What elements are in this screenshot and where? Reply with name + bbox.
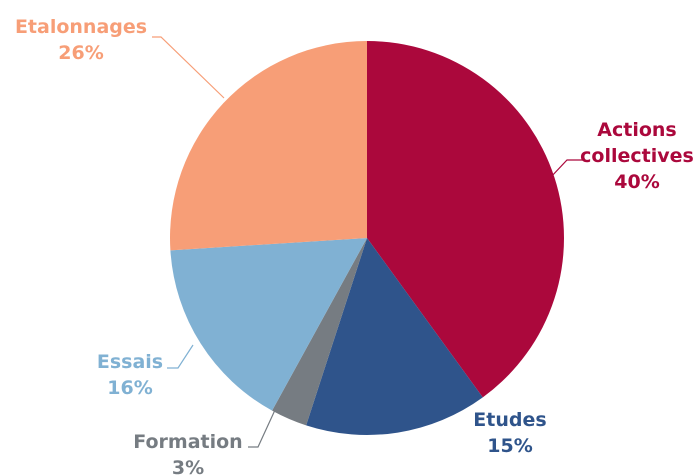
pie-slices — [170, 41, 565, 436]
slice-label-essais-0: Essais — [97, 351, 163, 373]
slice-percent-formation: 3% — [172, 457, 204, 475]
slice-label-formation-0: Formation — [133, 431, 242, 453]
slice-labels: Actions collectives 40% Etudes 15% Formation 3… — [15, 16, 693, 475]
leader-line-etalonnages — [152, 36, 225, 99]
slice-percent-essais: 16% — [107, 377, 152, 399]
pie-slice-formation — [272, 238, 367, 426]
leader-line-essais — [167, 344, 194, 369]
slice-label-etalonnages-0: Etalonnages — [15, 16, 147, 38]
slice-label-etudes-0: Etudes — [473, 409, 546, 431]
pie-slice-actions-collectives — [367, 41, 565, 398]
leader-line-actions-collectives — [549, 159, 583, 179]
pie-slice-etudes — [306, 238, 483, 436]
slice-percent-etudes: 15% — [487, 435, 532, 457]
slice-percent-actions-collectives: 40% — [614, 171, 659, 193]
pie-slice-essais — [170, 238, 367, 411]
leader-lines — [152, 36, 583, 448]
pie-slice-etalonnages — [170, 41, 367, 251]
slice-label-actions-collectives-0: Actions — [597, 119, 676, 141]
leader-line-formation — [248, 409, 276, 448]
slice-percent-etalonnages: 26% — [58, 42, 103, 64]
slice-label-actions-collectives-1: collectives — [580, 145, 693, 167]
